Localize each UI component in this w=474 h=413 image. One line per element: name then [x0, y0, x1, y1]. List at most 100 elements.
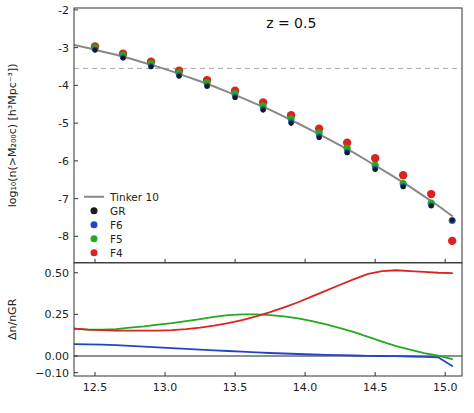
y-tick-label: -6	[58, 155, 69, 168]
legend-label: GR	[110, 205, 125, 217]
x-tick	[375, 259, 376, 263]
scatter-series	[93, 48, 455, 223]
point	[121, 56, 126, 61]
panel: -8 -7 -6 -5 -4 -3 -2 log₁₀(n(>M₂₀₀c) [h³Mpc⁻³])…	[6, 4, 462, 263]
point	[260, 106, 266, 112]
scatter-series	[92, 47, 455, 224]
point	[344, 149, 350, 155]
series-line	[74, 344, 452, 366]
legend-label: F5	[110, 233, 123, 245]
x-tick-label: 14.0	[293, 381, 318, 394]
point	[449, 217, 455, 223]
y-tick-label: 0.25	[45, 308, 70, 321]
y-tick	[74, 314, 78, 315]
legend-swatch	[84, 196, 104, 198]
x-tick	[305, 259, 306, 263]
x-tick	[235, 372, 236, 376]
point	[261, 108, 266, 113]
y-tick-label: -2	[58, 4, 69, 17]
point	[120, 54, 126, 60]
legend: Tinker 10GRF6F5F4	[84, 191, 159, 259]
x-tick-label: 14.5	[363, 381, 388, 394]
y-tick-label: −0.10	[35, 367, 69, 380]
point	[345, 151, 350, 156]
x-tick	[445, 259, 446, 263]
x-tick-label: 13.0	[153, 381, 178, 394]
frame	[74, 263, 462, 376]
point	[204, 83, 210, 89]
y-tick-label: -8	[58, 230, 69, 243]
point	[429, 203, 434, 208]
legend-label: F4	[110, 247, 123, 259]
point	[401, 185, 406, 190]
legend-swatch	[91, 249, 98, 256]
y-tick	[74, 356, 78, 357]
scatter-series	[91, 44, 455, 224]
y-tick	[74, 123, 78, 124]
point	[176, 73, 182, 79]
legend-swatch	[91, 235, 98, 242]
scatter-series	[91, 42, 457, 245]
x-tick	[235, 259, 236, 263]
point	[93, 48, 98, 53]
legend-label: Tinker 10	[109, 191, 159, 203]
y-tick	[74, 272, 78, 273]
y-tick	[74, 47, 78, 48]
point	[205, 84, 210, 89]
y-tick	[74, 198, 78, 199]
chart: -8 -7 -6 -5 -4 -3 -2 log₁₀(n(>M₂₀₀c) [h³Mpc⁻³])…	[0, 0, 474, 413]
point	[316, 134, 322, 140]
point	[427, 190, 435, 198]
y-tick	[74, 160, 78, 161]
series-line	[74, 314, 452, 359]
y-tick	[74, 9, 78, 10]
point	[233, 95, 238, 100]
x-tick-label: 12.5	[83, 381, 108, 394]
point	[289, 121, 294, 126]
x-tick	[95, 259, 96, 263]
series-line	[74, 270, 452, 330]
x-tick	[445, 372, 446, 376]
reference-line	[74, 68, 462, 69]
y-axis-label: Δn/nGR	[6, 298, 19, 340]
y-tick-label: -3	[58, 42, 69, 55]
plot-area	[74, 270, 462, 366]
point	[232, 94, 238, 100]
point	[400, 183, 406, 189]
y-axis-label: log₁₀(n(>M₂₀₀c) [h³Mpc⁻³])	[6, 63, 19, 207]
point	[317, 135, 322, 140]
y-tick-label: -7	[58, 193, 69, 206]
point	[371, 154, 379, 162]
point	[288, 119, 294, 125]
point	[372, 166, 378, 172]
point	[149, 64, 154, 69]
x-tick	[375, 372, 376, 376]
y-tick-label: -5	[58, 117, 69, 130]
point	[92, 47, 98, 53]
y-tick	[74, 372, 78, 373]
point	[399, 171, 407, 179]
point	[148, 63, 154, 69]
series-line	[74, 45, 452, 216]
panel: 12.5 13.0 13.5 14.0 14.5 15.0 −0.10 0.00 0.25 0.5…	[6, 263, 462, 394]
point	[177, 74, 182, 79]
point	[373, 167, 378, 172]
legend-swatch	[91, 207, 98, 214]
point	[450, 218, 455, 223]
x-tick	[95, 372, 96, 376]
x-tick	[305, 372, 306, 376]
y-tick-label: -4	[58, 79, 69, 92]
x-tick	[165, 372, 166, 376]
point	[449, 217, 456, 224]
x-tick-label: 13.5	[223, 381, 248, 394]
x-tick	[165, 259, 166, 263]
y-tick-label: 0.50	[45, 267, 70, 280]
x-tick-label: 15.0	[433, 381, 458, 394]
title: z = 0.5	[266, 15, 316, 31]
legend-swatch	[91, 221, 98, 228]
point	[448, 237, 456, 245]
y-tick-label: 0.00	[45, 350, 70, 363]
plot-area	[74, 42, 462, 245]
y-tick	[74, 85, 78, 86]
point	[428, 202, 434, 208]
